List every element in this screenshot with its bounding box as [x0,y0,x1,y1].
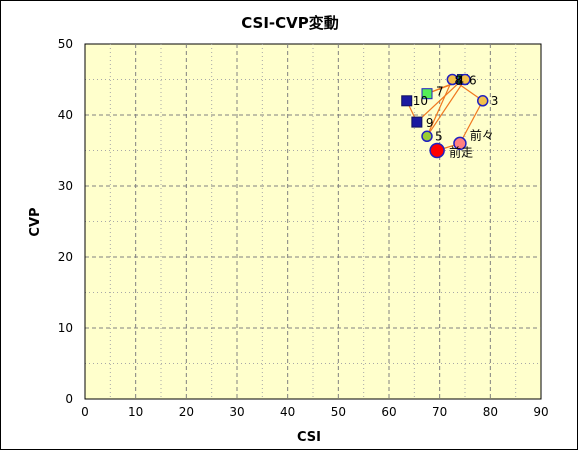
data-label-9: 9 [426,116,434,130]
data-label-4: 4 [456,74,464,88]
x-tick-label: 50 [331,405,346,419]
data-label-10: 10 [413,94,428,108]
x-tick-label: 30 [229,405,244,419]
data-labels: 前走 前々 3 4 5 6 78 9 10 [413,74,499,160]
x-axis-label: CSI [297,430,321,445]
data-markers [401,73,489,159]
x-tick-label: 10 [128,405,143,419]
data-label-7: 7 [436,85,444,99]
x-tick-label: 40 [280,405,295,419]
marker-7 [421,88,433,100]
tick-labels: 0 10 20 30 40 50 60 70 80 90 0 10 20 30 40 50 [58,37,549,419]
x-tick-label: 0 [81,405,89,419]
data-label-8: 8 [454,74,462,88]
y-tick-label: 50 [58,37,73,51]
y-tick-label: 10 [58,321,73,335]
data-label-3: 3 [491,94,499,108]
y-tick-label: 40 [58,108,73,122]
connection-line [459,100,484,144]
connection-line [426,79,466,137]
data-label-5: 5 [435,129,443,143]
marker-前走 [429,142,445,159]
connection-line [416,79,463,123]
y-tick-label: 20 [58,250,73,264]
marker-10 [401,95,413,107]
x-tick-label: 20 [179,405,194,419]
x-tick-label: 90 [533,405,548,419]
data-label-前々: 前々 [470,127,494,142]
connection-line [426,79,453,137]
marker-5 [421,130,433,143]
y-tick-label: 0 [65,392,73,406]
x-tick-label: 80 [483,405,498,419]
marker-6 [459,73,471,86]
marker-4 [446,73,459,86]
y-tick-label: 30 [58,179,73,193]
y-axis-label: CVP [28,207,43,236]
grid-lines [85,44,541,399]
x-tick-label: 70 [432,405,447,419]
chart-title: CSI-CVP変動 [241,14,339,32]
marker-9 [411,116,423,128]
x-tick-label: 60 [381,405,396,419]
axes [84,44,541,400]
marker-前々 [453,136,467,151]
data-label-前走: 前走 [449,145,473,160]
data-label-6: 6 [469,74,477,88]
marker-3 [476,95,489,107]
